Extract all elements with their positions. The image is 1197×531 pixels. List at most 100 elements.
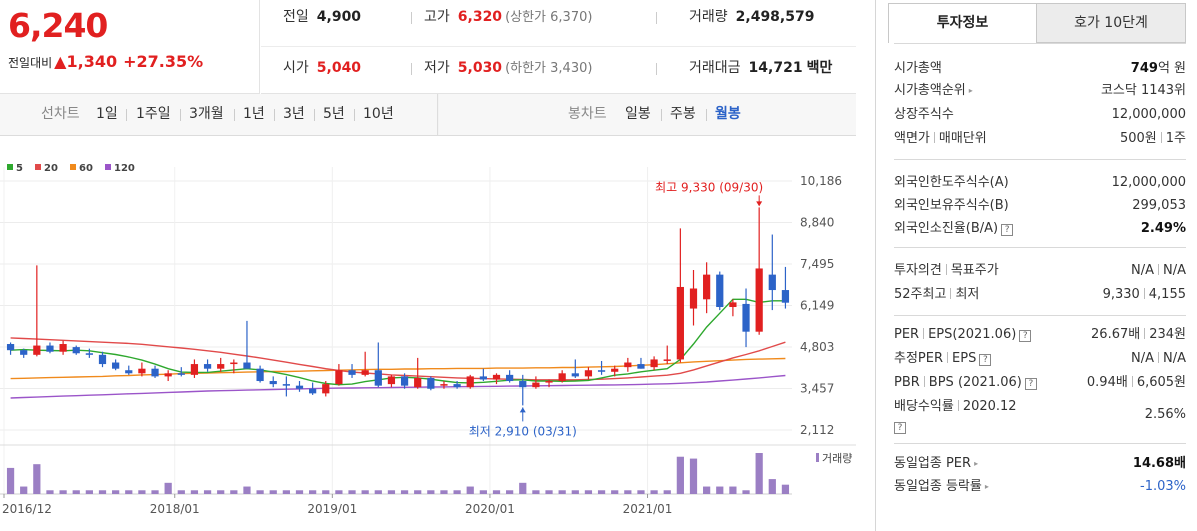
divider [947,352,949,363]
info-row: 외국인보유주식수(B) 299,053 [894,198,1186,213]
current-price: 6,240 [8,6,108,45]
candle-body [558,373,566,382]
divider [1158,264,1159,275]
candle-body [217,364,225,369]
candle-body [112,362,120,369]
volume-bar [716,486,724,494]
candle-body [282,384,290,386]
volume-bar [98,490,107,494]
info-row: 상장주식수 12,000,000 [894,107,1186,122]
volume-bar [138,490,146,494]
tab-investment-info[interactable]: 투자정보 [888,3,1037,43]
y-tick-label: 6,149 [800,299,834,313]
volume-bar [151,490,159,494]
chevron-right-icon[interactable]: ▸ [974,459,979,468]
high-annotation: 최고 9,330 (09/30) [655,180,763,194]
legend-label: 5 [16,163,23,174]
legend-swatch [105,164,111,170]
prev-close: 전일 4,900 [283,9,362,25]
divider [1160,132,1162,143]
info-row: 추정PER EPS? N/A N/A [894,351,1186,366]
divider [923,328,925,339]
volume-bar [492,490,501,494]
info-row: PER EPS(2021.06)? 26.67배 234원 [894,327,1186,342]
candle-body [479,376,487,380]
divider [656,12,657,24]
info-row: 동일업종 PER ▸ 14.68배 [894,453,1186,475]
divider [706,109,707,121]
volume-bar [414,490,422,494]
period-10y[interactable]: 10년 [363,106,394,122]
candle-chart-periods: 봉차트 일봉 주봉 월봉 [439,94,856,135]
divider [933,132,935,143]
candle-weekly[interactable]: 주봉 [670,106,696,122]
volume-bar [164,482,172,494]
legend-label: 20 [44,163,58,174]
volume-bar [755,453,763,494]
tab-order-book[interactable]: 호가 10단계 [1036,3,1186,43]
volume-bar [558,490,566,494]
period-5y[interactable]: 5년 [323,106,345,122]
x-tick-label: 2020/01 [465,502,515,516]
candle-body [571,373,579,377]
candle-body [177,373,185,375]
info-row: 외국인한도주식수(A) 12,000,000 [894,175,1186,190]
chevron-right-icon[interactable]: ▸ [984,482,989,491]
divider [234,109,235,121]
volume-bar [46,490,54,494]
candle-body [46,345,54,352]
investment-info-panel: 투자정보 호가 10단계 시가총액 749억 원 시가총액순위 ▸ 코스닥 114… [875,0,1197,531]
help-icon[interactable]: ? [894,422,906,434]
divider [950,288,952,299]
divider [1158,352,1159,363]
legend-swatch [35,164,41,170]
help-icon[interactable]: ? [1024,378,1037,390]
volume-bar [519,482,527,494]
price-chart: 10,186 8,840 7,495 6,149 4,803 3,457 2,112 5 20 6… [0,137,856,531]
help-icon[interactable]: ? [1019,330,1032,342]
volume-bar [689,458,698,494]
volume-bar [453,490,461,494]
volume-bar [532,490,540,494]
ma20-line [10,337,786,381]
volume-bar [571,490,579,494]
divider [411,12,412,24]
volume-bar [72,490,80,494]
candle-monthly[interactable]: 월봉 [715,106,741,122]
volume-bar [545,490,553,494]
up-arrow-icon [519,407,526,413]
x-tick-label: 2021/01 [623,502,673,516]
volume-bar [348,490,356,494]
period-1d[interactable]: 1일 [96,106,118,122]
info-row: 2.56% [1144,407,1186,422]
up-arrow-icon: ▲ [54,52,67,71]
candle-body [584,370,593,377]
info-tabs: 투자정보 호가 10단계 [888,3,1186,43]
divider [661,109,662,121]
candle-body [624,362,632,368]
candle-body [20,350,28,355]
volume-bar [322,490,330,494]
period-1y[interactable]: 1년 [243,106,265,122]
volume: 거래량 2,498,579 [689,9,815,25]
period-1w[interactable]: 1주일 [136,106,171,122]
day-low: 저가 5,030 (하한가 3,430) [424,60,593,76]
volume-bar [230,490,238,494]
period-3m[interactable]: 3개월 [189,106,224,122]
divider [1144,328,1146,339]
candle-daily[interactable]: 일봉 [625,106,651,122]
candle-body [203,364,212,369]
candle-body [269,381,277,385]
candle-chart-label: 봉차트 [568,106,607,122]
period-3y[interactable]: 3년 [283,106,305,122]
volume-legend-swatch [816,453,819,462]
help-icon[interactable]: ? [1001,224,1014,236]
candle-body [190,364,199,375]
volume-bar [650,490,658,494]
help-icon[interactable]: ? [979,354,992,366]
chevron-right-icon[interactable]: ▸ [968,86,973,95]
candle-body [532,382,540,388]
volume-bar [624,490,632,494]
line-chart-periods: 선차트 1일 1주일 3개월 1년 3년 5년 10년 [0,94,438,135]
x-tick-label: 2018/01 [150,502,200,516]
